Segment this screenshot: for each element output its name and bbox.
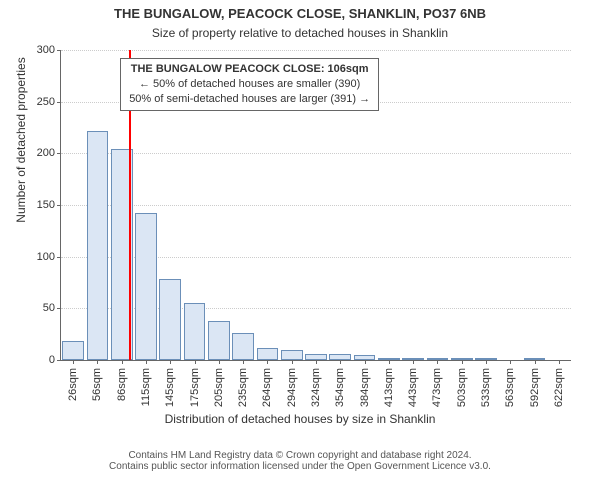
histogram-bar	[62, 341, 84, 360]
histogram-bar	[87, 131, 109, 360]
x-tick-mark	[170, 360, 171, 364]
y-tick-mark	[57, 102, 61, 103]
y-tick-mark	[57, 153, 61, 154]
grid-line	[61, 153, 571, 154]
plot-area: 05010015020025030026sqm56sqm86sqm115sqm1…	[60, 50, 571, 361]
x-tick-label: 354sqm	[334, 368, 346, 407]
grid-line	[61, 50, 571, 51]
x-tick-label: 503sqm	[456, 368, 468, 407]
histogram-bar	[257, 348, 279, 360]
x-tick-mark	[462, 360, 463, 364]
chart-subtitle: Size of property relative to detached ho…	[0, 26, 600, 40]
x-tick-mark	[122, 360, 123, 364]
histogram-bar	[184, 303, 206, 360]
x-tick-mark	[486, 360, 487, 364]
x-tick-mark	[316, 360, 317, 364]
x-tick-label: 563sqm	[504, 368, 516, 407]
x-tick-label: 622sqm	[553, 368, 565, 407]
x-tick-label: 115sqm	[140, 368, 152, 406]
x-tick-mark	[243, 360, 244, 364]
x-tick-label: 443sqm	[407, 368, 419, 407]
annotation-line: 50% of semi-detached houses are larger (…	[129, 92, 370, 107]
x-tick-mark	[340, 360, 341, 364]
x-tick-mark	[535, 360, 536, 364]
y-tick-label: 0	[49, 354, 55, 366]
y-tick-mark	[57, 50, 61, 51]
x-tick-label: 384sqm	[359, 368, 371, 407]
x-tick-label: 205sqm	[213, 368, 225, 407]
x-axis-label: Distribution of detached houses by size …	[0, 412, 600, 426]
y-axis-label: Number of detached properties	[14, 0, 28, 295]
x-tick-mark	[559, 360, 560, 364]
y-tick-label: 300	[37, 44, 55, 56]
x-tick-label: 324sqm	[310, 368, 322, 407]
histogram-bar	[159, 279, 181, 360]
y-tick-mark	[57, 205, 61, 206]
x-tick-mark	[413, 360, 414, 364]
x-tick-mark	[389, 360, 390, 364]
x-tick-label: 145sqm	[164, 368, 176, 407]
histogram-bar	[208, 321, 230, 360]
x-tick-mark	[437, 360, 438, 364]
x-tick-label: 294sqm	[286, 368, 298, 407]
x-tick-mark	[97, 360, 98, 364]
x-tick-mark	[365, 360, 366, 364]
y-tick-label: 50	[43, 302, 55, 314]
grid-line	[61, 205, 571, 206]
x-tick-label: 26sqm	[67, 368, 79, 401]
x-tick-mark	[267, 360, 268, 364]
y-tick-label: 100	[37, 251, 55, 263]
x-tick-label: 533sqm	[480, 368, 492, 407]
x-tick-label: 413sqm	[383, 368, 395, 407]
y-tick-mark	[57, 308, 61, 309]
y-tick-label: 150	[37, 199, 55, 211]
annotation-line: ← 50% of detached houses are smaller (39…	[129, 77, 370, 92]
x-tick-label: 175sqm	[189, 368, 201, 407]
y-tick-mark	[57, 360, 61, 361]
x-tick-label: 592sqm	[529, 368, 541, 407]
histogram-bar	[232, 333, 254, 360]
x-tick-mark	[219, 360, 220, 364]
histogram-bar	[281, 350, 303, 360]
histogram-bar	[135, 213, 157, 360]
footer-text: Contains HM Land Registry data © Crown c…	[0, 450, 600, 472]
x-tick-label: 86sqm	[116, 368, 128, 401]
chart-title: THE BUNGALOW, PEACOCK CLOSE, SHANKLIN, P…	[0, 6, 600, 21]
y-tick-label: 200	[37, 147, 55, 159]
x-tick-mark	[510, 360, 511, 364]
x-tick-mark	[146, 360, 147, 364]
x-tick-label: 235sqm	[237, 368, 249, 407]
annotation-line: THE BUNGALOW PEACOCK CLOSE: 106sqm	[129, 62, 370, 77]
y-tick-label: 250	[37, 96, 55, 108]
x-tick-label: 264sqm	[261, 368, 273, 407]
annotation-box: THE BUNGALOW PEACOCK CLOSE: 106sqm← 50% …	[120, 58, 379, 111]
x-tick-mark	[292, 360, 293, 364]
x-tick-label: 473sqm	[431, 368, 443, 407]
x-tick-mark	[73, 360, 74, 364]
y-tick-mark	[57, 257, 61, 258]
x-tick-label: 56sqm	[91, 368, 103, 401]
x-tick-mark	[195, 360, 196, 364]
